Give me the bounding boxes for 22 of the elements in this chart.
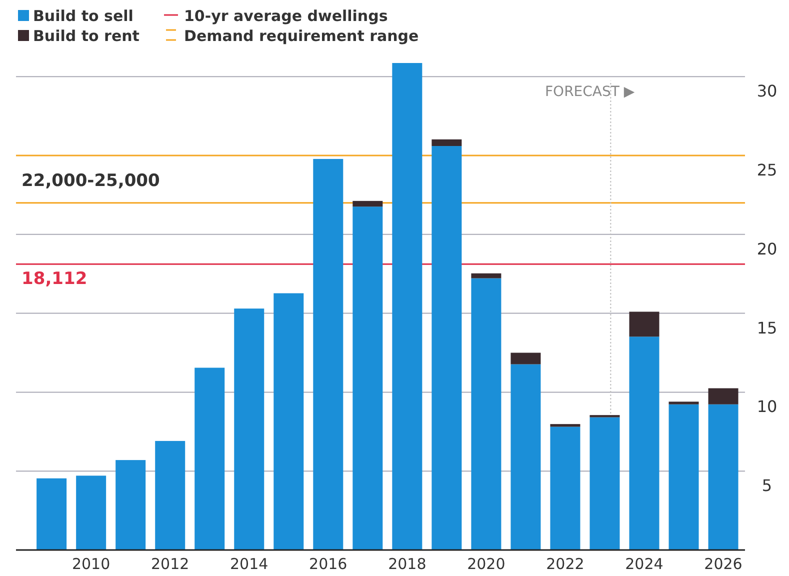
y-tick-label: 30	[756, 82, 778, 101]
x-tick-label: 2020	[467, 555, 506, 573]
annotation: 22,000-25,000	[22, 171, 160, 192]
legend-label: Demand requirement range	[184, 27, 419, 45]
x-tick-label: 2018	[388, 555, 426, 573]
y-tick-label: 5	[762, 476, 772, 496]
x-tick-label: 2022	[546, 555, 584, 573]
legend-label: 10-yr average dwellings	[184, 7, 388, 25]
x-tick-label: 2016	[309, 555, 348, 573]
x-tick-label: 2010	[72, 555, 110, 573]
x-tick-label: 2024	[625, 555, 664, 573]
y-tick-label: 25	[756, 160, 778, 180]
legend-label: Build to sell	[33, 7, 134, 25]
x-tick-label: 2012	[151, 555, 190, 573]
y-tick-label: 20	[756, 239, 778, 258]
y-tick-label: 10	[756, 397, 778, 416]
legend-label: Build to rent	[33, 27, 140, 45]
ref-line-label: FORECAST ▶	[545, 84, 635, 100]
x-tick-label: 2014	[230, 555, 268, 573]
x-tick-label: 2026	[704, 555, 742, 573]
y-tick-label: 15	[756, 318, 778, 338]
annotation: 18,112	[22, 269, 88, 290]
